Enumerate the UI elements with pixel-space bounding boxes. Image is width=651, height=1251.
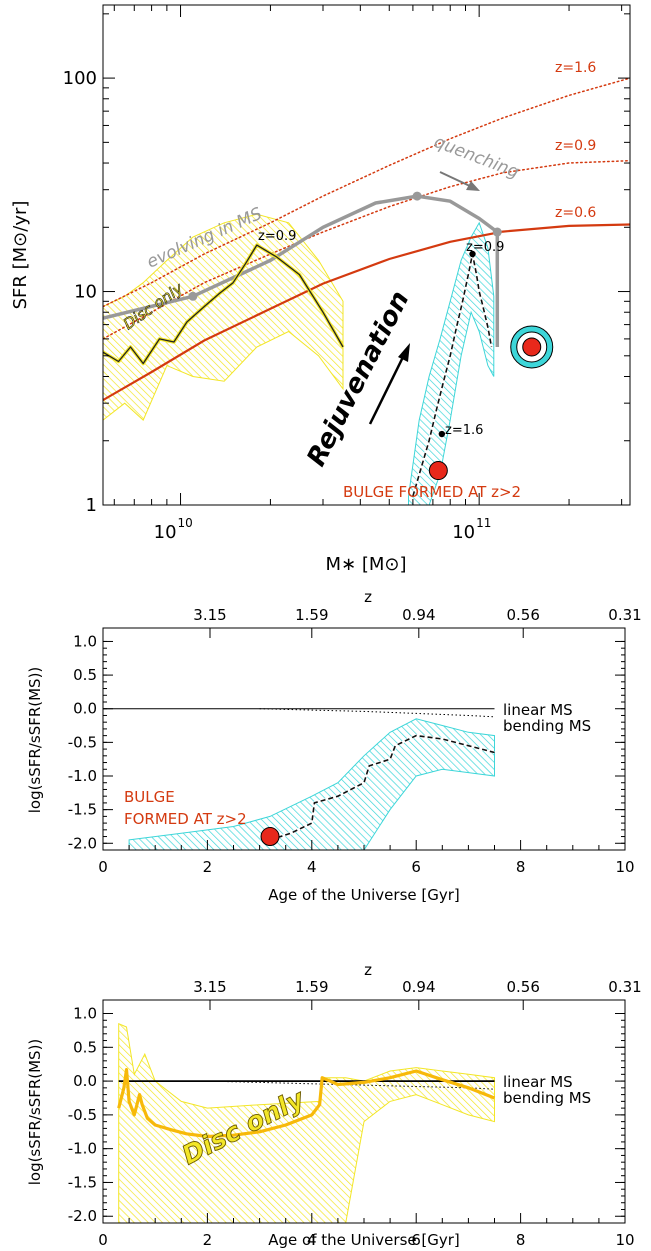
age-axis-label-bot: Age of the Universe [Gyr]	[268, 1231, 460, 1249]
redshift-tick-label: 0.94	[402, 978, 435, 996]
redshift-tick-label: 1.59	[295, 606, 328, 624]
x-tick-label-exponent: 11	[476, 516, 491, 530]
bulge-start-marker	[428, 461, 448, 481]
disc-track	[117, 1067, 496, 1139]
age-axis-label-mid: Age of the Universe [Gyr]	[268, 886, 460, 904]
y-tick-label: 0.5	[73, 666, 97, 684]
redshift-tick-label: 0.31	[608, 978, 641, 996]
bulge-envelope	[128, 718, 495, 850]
evolution-track	[103, 194, 500, 347]
x-tick-label: 10	[615, 1231, 634, 1249]
redshift-axis-label-mid: z	[364, 588, 372, 606]
sfr-axis-label: SFR [M⊙/yr]	[10, 201, 31, 310]
quenching-arrow	[439, 171, 473, 188]
y-tick-label: -2.0	[68, 1207, 97, 1225]
ms-label-z09: z=0.9	[555, 138, 596, 154]
evolution-track-point	[188, 291, 198, 301]
y-tick-label: 0.0	[73, 1072, 97, 1090]
bulge-track	[412, 253, 493, 497]
y-tick-label: 1.0	[73, 632, 97, 650]
redshift-tick-label: 3.15	[193, 978, 226, 996]
sfr-mass-frame	[102, 4, 631, 506]
y-tick-label: -1.5	[68, 801, 97, 819]
redshift-tick-label: 3.15	[193, 606, 226, 624]
x-tick-label-base: 10	[154, 522, 177, 543]
x-tick-label: 4	[307, 1231, 317, 1249]
mass-axis-label: M∗ [M⊙]	[326, 554, 407, 575]
x-tick-label: 0	[98, 1231, 108, 1249]
x-tick-label: 2	[203, 858, 213, 876]
main-sequence-line-1	[103, 159, 630, 340]
y-tick-label: -2.0	[68, 834, 97, 852]
x-tick-label: 6	[411, 1231, 421, 1249]
y-tick-label: 1.0	[73, 1005, 97, 1023]
ssfr-axis-label-mid: log(sSFR/sSFR(MS))	[26, 667, 44, 814]
x-tick-label: 4	[307, 858, 317, 876]
disc-z-label: z=0.9	[258, 229, 296, 244]
linear-ms-label-mid: linear MS	[503, 701, 573, 719]
redshift-tick-label: 0.94	[402, 606, 435, 624]
rejuvenation-arrowhead	[398, 343, 410, 362]
bending-ms-line	[259, 708, 495, 718]
ssfr-disc-panel: 0 2 4 6 8 10 1.0 0.5 0.0 -0.5 -1.0 -1.5 -2.0 3.15 1.59…	[26, 961, 642, 1249]
redshift-tick-label: 1.59	[295, 978, 328, 996]
disc-envelope	[118, 1022, 495, 1223]
bulge-z16-label: z=1.6	[445, 423, 483, 438]
evolution-track-point	[492, 227, 502, 237]
x-tick-label: 10	[615, 858, 634, 876]
bulge-z09-label: z=0.9	[466, 240, 504, 255]
main-sequence-line-0	[103, 223, 630, 402]
ssfr-bulge-panel: 0 2 4 6 8 10 1.0 0.5 0.0 -0.5 -1.0 -1.5 -2.0 3.15 1.59…	[26, 588, 642, 904]
redshift-tick-label: 0.56	[507, 978, 540, 996]
bulge-formed-annotation-top: BULGE FORMED AT z>2	[343, 483, 521, 501]
y-tick-label: -0.5	[68, 1106, 97, 1124]
evolution-track-point	[412, 191, 422, 201]
redshift-tick-label: 0.56	[507, 606, 540, 624]
x-tick-label-exponent: 10	[178, 516, 193, 530]
x-tick-label: 8	[516, 1231, 526, 1249]
x-tick-label-base: 10	[452, 522, 475, 543]
y-tick-label: -1.5	[68, 1173, 97, 1191]
x-tick-label: 8	[516, 858, 526, 876]
x-tick-label: 6	[411, 858, 421, 876]
y-tick-label: 0.0	[73, 700, 97, 718]
bending-ms-label-mid: bending MS	[503, 717, 591, 735]
y-tick-label: -1.0	[68, 1140, 97, 1158]
y-tick-label: 100	[63, 68, 97, 89]
x-tick-label: 2	[203, 1231, 213, 1249]
bending-ms-label-bot: bending MS	[503, 1089, 591, 1107]
y-tick-label: -0.5	[68, 733, 97, 751]
x-tick-label: 0	[98, 858, 108, 876]
y-tick-label: 1	[86, 495, 97, 516]
ms-label-z06: z=0.6	[555, 205, 596, 221]
redshift-marker-0	[469, 250, 476, 258]
bulge-envelope	[408, 221, 495, 505]
y-tick-label: 10	[74, 282, 97, 303]
rejuvenation-arrow	[368, 354, 406, 425]
final-state-marker-core	[522, 337, 542, 357]
quenching-arrowhead	[466, 181, 480, 191]
redshift-axis-label-bot: z	[364, 961, 372, 979]
disc-envelope	[103, 213, 344, 421]
redshift-marker-1	[438, 430, 446, 438]
redshift-tick-label: 0.31	[608, 606, 641, 624]
disc-track	[103, 244, 344, 365]
bulge-start-marker	[260, 827, 280, 847]
bulge-annotation-line1: BULGE	[124, 788, 175, 806]
bulge-track	[269, 734, 495, 841]
y-tick-label: 0.5	[73, 1038, 97, 1056]
ssfr-axis-label-bot: log(sSFR/sSFR(MS))	[26, 1039, 44, 1186]
bulge-annotation-line2: FORMED AT z>2	[124, 810, 247, 828]
main-sequence-line-2	[103, 77, 630, 308]
y-tick-label: -1.0	[68, 767, 97, 785]
linear-ms-label-bot: linear MS	[503, 1073, 573, 1091]
ms-label-z16: z=1.6	[555, 60, 596, 76]
